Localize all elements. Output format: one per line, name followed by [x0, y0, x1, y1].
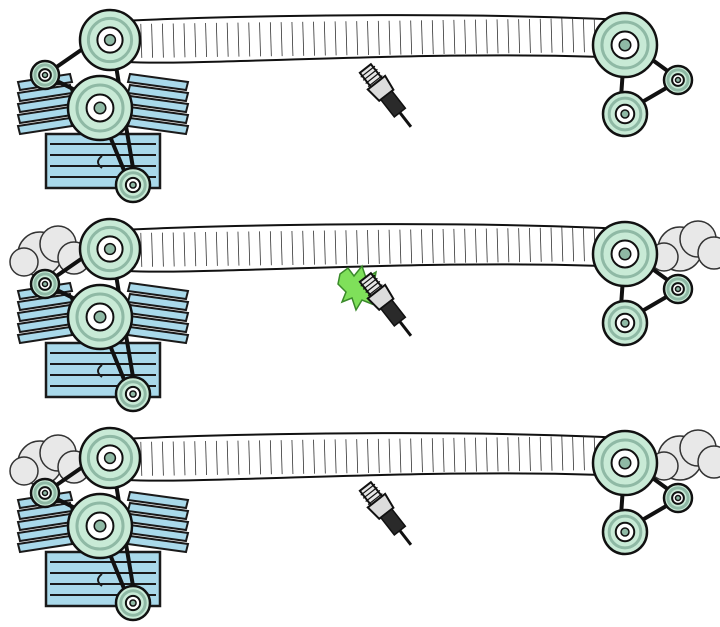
left-pulley-assembly: [29, 217, 152, 413]
lower-right-pulley: [601, 299, 649, 347]
lower-right-pulley: [601, 508, 649, 556]
spark-plug: [358, 271, 413, 337]
lower-right-pulley: [601, 90, 649, 138]
upper-right-pulley: [591, 220, 659, 288]
smoke-right: [649, 429, 720, 481]
idler-pulley-right: [662, 482, 694, 514]
lower-idler-pulley: [114, 166, 152, 204]
timing-belt: [109, 14, 626, 64]
idler-pulley-right: [662, 64, 694, 96]
right-pulley-assembly: [591, 429, 694, 556]
frame-3: [0, 418, 720, 627]
panel-drawing: [9, 426, 720, 622]
lower-idler-pulley: [114, 584, 152, 622]
crank-pulley: [66, 492, 134, 560]
idler-pulley-left: [29, 268, 61, 300]
timing-belt: [109, 432, 626, 482]
panel-drawing: [16, 8, 694, 204]
upper-left-pulley: [78, 217, 142, 281]
spark-plug: [358, 480, 413, 546]
upper-right-pulley: [591, 11, 659, 79]
idler-pulley-left: [29, 59, 61, 91]
crank-pulley: [66, 74, 134, 142]
upper-right-pulley: [591, 429, 659, 497]
frame-2: [0, 209, 720, 418]
timing-belt: [109, 223, 626, 273]
idler-pulley-left: [29, 477, 61, 509]
right-pulley-assembly: [591, 220, 694, 347]
idler-pulley-right: [662, 273, 694, 305]
frame-1: [0, 0, 720, 209]
upper-left-pulley: [78, 8, 142, 72]
lower-idler-pulley: [114, 375, 152, 413]
smoke-right: [649, 220, 720, 272]
smoke-left: [9, 225, 91, 277]
crank-pulley: [66, 283, 134, 351]
right-pulley-assembly: [591, 11, 694, 138]
spark-plug: [358, 62, 413, 128]
panel-drawing: [9, 217, 720, 413]
upper-left-pulley: [78, 426, 142, 490]
left-pulley-assembly: [29, 426, 152, 622]
smoke-left: [9, 434, 91, 486]
left-pulley-assembly: [29, 8, 152, 204]
